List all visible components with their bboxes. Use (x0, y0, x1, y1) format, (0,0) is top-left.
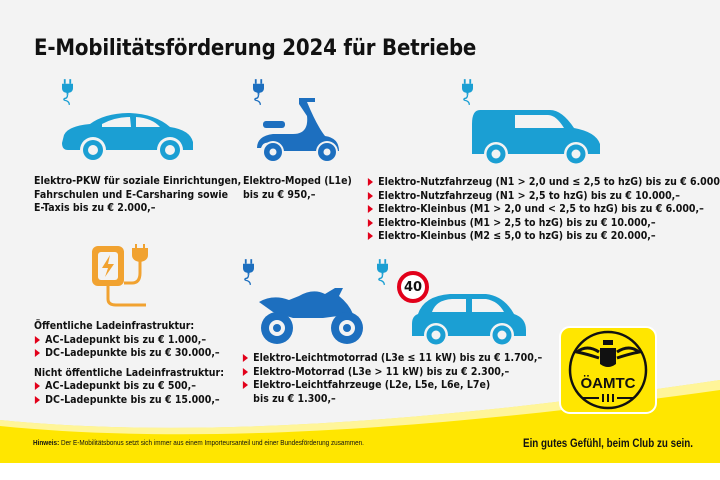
moped-description: Elektro-Moped (L1e) bis zu € 950,– (243, 174, 352, 201)
list-item: Elektro-Leichtmotorrad (L3e ≤ 11 kW) bis… (242, 351, 542, 365)
car-description: Elektro-PKW für soziale Einrichtungen, F… (34, 174, 241, 215)
list-item: Elektro-Nutzfahrzeug (N1 > 2,0 und ≤ 2,5… (367, 175, 720, 189)
text-line: Fahrschulen und E-Carsharing sowie (34, 187, 228, 201)
charging-station-icon (92, 244, 148, 307)
light-electric-vehicle-icon (412, 294, 526, 347)
speed-limit-sign: 40 (397, 271, 429, 303)
text-line: E-Taxis bis zu € 2.000,– (34, 201, 156, 214)
page-title: E-Mobilitätsförderung 2024 für Betriebe (34, 36, 477, 61)
list-item-continuation: bis zu € 1.300,– (253, 391, 336, 405)
section-heading: Öffentliche Ladeinfrastruktur: (34, 319, 195, 332)
list-item: DC-Ladepunkte bis zu € 30.000,– (34, 346, 224, 360)
plug-icon (462, 78, 473, 106)
hint-label: Hinweis: (33, 438, 60, 447)
van-subsidy-list: Elektro-Nutzfahrzeug (N1 > 2,0 und ≤ 2,5… (367, 175, 720, 243)
list-item: Elektro-Leichtfahrzeuge (L2e, L5e, L6e, … (242, 378, 542, 392)
motorcycle-subsidy-list: Elektro-Leichtmotorrad (L3e ≤ 11 kW) bis… (242, 351, 542, 405)
list-item: DC-Ladepunkte bis zu € 15.000,– (34, 393, 224, 407)
electric-moped-icon (257, 98, 339, 163)
list-item: Elektro-Nutzfahrzeug (N1 > 2,5 to hzG) b… (367, 189, 720, 203)
hint-text: Der E-Mobilitätsbonus setzt sich immer a… (59, 438, 364, 447)
list-item: Elektro-Kleinbus (M1 > 2,5 to hzG) bis z… (367, 216, 720, 230)
list-item: AC-Ladepunkt bis zu € 500,– (34, 379, 224, 393)
footer-hint: Hinweis: Der E-Mobilitätsbonus setzt sic… (33, 438, 364, 447)
text-line: Elektro-PKW für soziale Einrichtungen, (34, 174, 242, 187)
list-item: AC-Ladepunkt bis zu € 1.000,– (34, 333, 224, 347)
charging-subsidy-list: Öffentliche Ladeinfrastruktur: AC-Ladepu… (34, 319, 224, 406)
list-item: Elektro-Motorrad (L3e > 11 kW) bis zu € … (242, 365, 542, 379)
oeamtc-logo: ÖAMTC (559, 326, 657, 414)
plug-icon (243, 258, 254, 286)
plug-icon (62, 78, 73, 106)
section-heading: Nicht öffentliche Ladeinfrastruktur: (34, 365, 224, 379)
yellow-wave-band (0, 380, 720, 480)
list-item: Elektro-Kleinbus (M1 > 2,0 und < 2,5 to … (367, 202, 720, 216)
electric-van-icon (472, 110, 600, 166)
svg-text:ÖAMTC: ÖAMTC (581, 375, 636, 392)
electric-motorcycle-icon (259, 288, 363, 344)
slogan: Ein gutes Gefühl, beim Club zu sein. (523, 436, 694, 450)
plug-icon (377, 258, 388, 286)
text-line: bis zu € 950,– (243, 187, 316, 201)
electric-car-icon (62, 113, 193, 163)
list-item: Elektro-Kleinbus (M2 ≤ 5,0 to hzG) bis z… (367, 229, 720, 243)
text-line: Elektro-Moped (L1e) (243, 174, 352, 187)
